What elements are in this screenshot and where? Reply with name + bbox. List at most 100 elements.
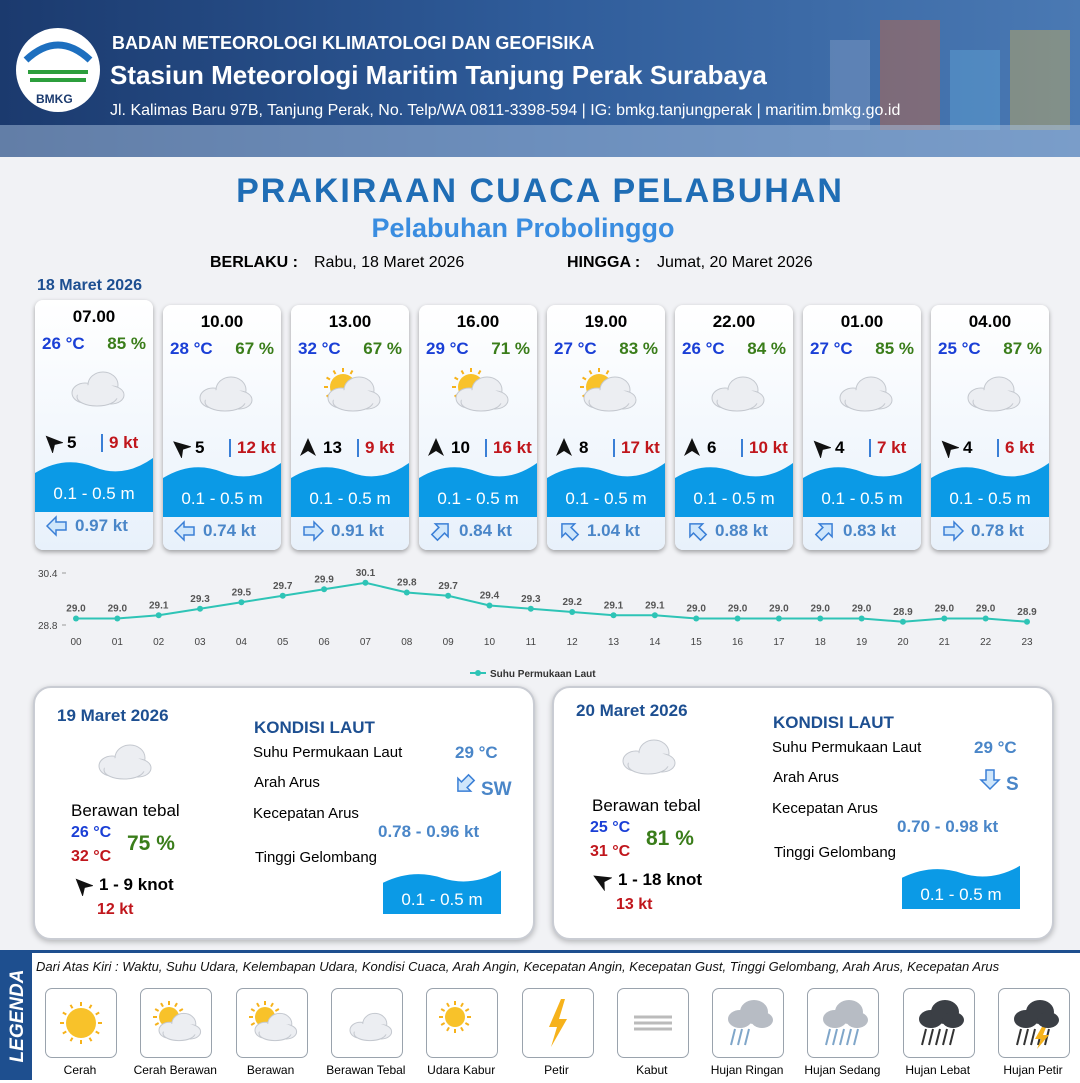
x-tick-label: 23 <box>1021 637 1033 648</box>
legend-label: Kabut <box>636 1063 668 1077</box>
condition: Berawan tebal <box>592 796 701 815</box>
current-arrow <box>814 523 833 542</box>
air-temp: 26 °C <box>42 334 85 353</box>
wave-height: 0.1 - 0.5 m <box>949 489 1031 508</box>
arrow <box>556 438 572 456</box>
y-tick-label: 28.8 <box>38 621 58 632</box>
legend-icon-box <box>998 988 1070 1058</box>
wave-height: 0.1 - 0.5 m <box>821 489 903 508</box>
legend-icon <box>439 1001 472 1033</box>
x-tick-label: 14 <box>649 637 661 648</box>
legend-icon-box <box>426 988 499 1058</box>
humidity: 75 % <box>127 832 175 855</box>
wave <box>291 463 409 517</box>
legend-label: Petir <box>544 1063 569 1077</box>
wind-speed: 5 <box>67 433 77 452</box>
forecast-card: 04.00 25 °C 87 % 4 6 kt 0.1 - 0.5 m 0.78 kt <box>931 305 1049 550</box>
wave <box>803 463 921 517</box>
current-arrow <box>943 520 965 542</box>
point <box>362 579 369 586</box>
separator <box>613 439 615 457</box>
x-tick-label: 03 <box>194 637 206 648</box>
sun-ray <box>160 1002 165 1008</box>
point <box>527 605 534 612</box>
sst: 29 °C <box>455 743 498 762</box>
cloud <box>461 389 505 407</box>
arrow <box>561 523 580 542</box>
air-temp: 29 °C <box>426 339 469 358</box>
legend-icon-box <box>140 988 213 1058</box>
arrow <box>813 440 831 458</box>
wind-arrow <box>300 438 316 456</box>
day-date: 19 Maret 2026 <box>57 706 169 725</box>
gust: 9 kt <box>365 438 395 457</box>
point <box>403 589 410 596</box>
point <box>114 615 121 622</box>
point <box>775 615 782 622</box>
wind-speed: 8 <box>579 438 589 457</box>
lightning <box>1035 1025 1049 1049</box>
day-date: 20 Maret 2026 <box>576 701 688 720</box>
wave-height: 0.1 - 0.5 m <box>401 890 483 909</box>
arrow <box>814 523 833 542</box>
wind-arrow <box>813 440 831 458</box>
sun-ray <box>460 1002 465 1008</box>
address: Jl. Kalimas Baru 97B, Tanjung Perak, No.… <box>110 102 901 119</box>
sun-ray <box>332 370 337 375</box>
arrow <box>593 875 612 891</box>
sun-ray <box>349 370 354 375</box>
current-dir-label: Arah Arus <box>254 774 320 791</box>
wave-shape <box>419 463 537 517</box>
x-tick-label: 11 <box>526 637 537 648</box>
lightning <box>548 999 567 1047</box>
x-tick-label: 10 <box>484 637 496 648</box>
value-label: 29.9 <box>314 574 334 585</box>
cloud <box>258 1023 294 1038</box>
weather-icon <box>98 744 152 780</box>
x-tick-label: 12 <box>567 637 579 648</box>
temp-max: 31 °C <box>590 843 631 860</box>
air-temp: 25 °C <box>938 339 981 358</box>
point <box>279 592 286 599</box>
separator <box>997 439 999 457</box>
wind-arrow <box>556 438 572 456</box>
cloud <box>717 389 761 407</box>
point <box>73 615 79 622</box>
legend-icon-box <box>616 988 689 1058</box>
point <box>651 612 658 619</box>
wave <box>675 463 793 517</box>
value-label: 29.4 <box>480 591 500 602</box>
x-tick-label: 15 <box>691 637 703 648</box>
legend-label: Hujan Sedang <box>804 1063 881 1077</box>
value-label: 29.2 <box>562 597 582 608</box>
humidity: 84 % <box>747 339 786 358</box>
point <box>982 615 989 622</box>
value-label: 29.5 <box>232 587 252 598</box>
wind-speed: 4 <box>835 438 845 457</box>
sun-ray <box>250 1008 255 1012</box>
separator <box>741 439 743 457</box>
rain <box>730 1028 737 1046</box>
legend-label: Udara Kabur <box>427 1063 496 1077</box>
wind-speed: 10 <box>451 438 470 457</box>
arrow <box>45 435 63 453</box>
value-label: 29.0 <box>686 604 706 615</box>
air-temp: 32 °C <box>298 339 341 358</box>
x-tick-label: 19 <box>856 637 868 648</box>
rain <box>1016 1028 1022 1046</box>
station-name: Stasiun Meteorologi Maritim Tanjung Pera… <box>110 60 767 90</box>
weather-icon <box>580 368 637 412</box>
legend-label: Cerah <box>63 1063 97 1077</box>
wind-speed: 5 <box>195 438 205 457</box>
forecast-card: 07.00 26 °C 85 % 5 9 kt 0.1 - 0.5 m 0.97 kt <box>35 300 153 550</box>
speed-label: Kecepatan Arus <box>253 805 359 822</box>
arrow <box>303 520 325 542</box>
gust: 12 kt <box>97 901 134 918</box>
gust: 13 kt <box>616 896 653 913</box>
value-label: 29.7 <box>438 581 458 592</box>
value-label: 29.0 <box>976 604 996 615</box>
forecast-card: 01.00 27 °C 85 % 4 7 kt 0.1 - 0.5 m 0.83 kt <box>803 305 921 550</box>
current-speed: 0.74 kt <box>203 521 256 540</box>
wave-label: Tinggi Gelombang <box>774 844 897 861</box>
x-tick-label: 18 <box>815 637 827 648</box>
